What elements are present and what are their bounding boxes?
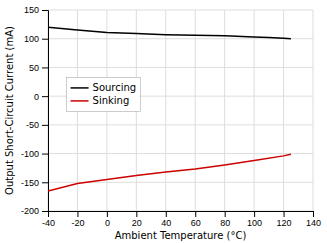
x-tick-label: 20	[132, 218, 142, 228]
grid-line	[48, 153, 313, 154]
y-tick-mark	[42, 67, 48, 68]
y-tick: 50	[29, 63, 48, 73]
x-tick: -20	[71, 211, 84, 228]
grid-line	[48, 124, 313, 125]
y-tick: -200	[21, 206, 48, 216]
x-tick: 140	[306, 211, 321, 228]
x-tick-mark	[107, 211, 108, 217]
x-tick: 40	[161, 211, 171, 228]
y-tick-label: -150	[21, 178, 39, 188]
x-tick-mark	[225, 211, 226, 217]
y-tick-label: -50	[26, 120, 39, 130]
x-tick: 20	[132, 211, 142, 228]
y-tick-mark	[42, 154, 48, 155]
series-line	[48, 27, 291, 38]
x-axis-line	[49, 212, 314, 218]
x-tick: 0	[105, 211, 110, 228]
series-line	[48, 154, 291, 191]
x-tick-label: -40	[42, 218, 55, 228]
x-tick: 120	[277, 211, 292, 228]
x-tick: 60	[191, 211, 201, 228]
grid-line	[313, 10, 314, 211]
grid	[48, 10, 313, 211]
x-tick: 80	[220, 211, 230, 228]
x-tick-label: 100	[247, 218, 262, 228]
x-axis-title: Ambient Temperature (°C)	[115, 230, 247, 241]
y-tick: 100	[24, 34, 48, 44]
y-axis-line	[42, 11, 49, 212]
y-tick-mark	[42, 211, 48, 212]
y-tick-mark	[42, 96, 48, 97]
y-tick: -100	[21, 149, 48, 159]
chart: -40-20020406080100120140-200-150-100-500…	[0, 0, 327, 243]
y-tick: -150	[21, 178, 48, 188]
x-tick-mark	[166, 211, 167, 217]
x-tick: 100	[247, 211, 262, 228]
grid-line	[195, 10, 196, 211]
x-tick-mark	[195, 211, 196, 217]
grid-line	[165, 10, 166, 211]
x-tick-label: 140	[306, 218, 321, 228]
plot: -40-20020406080100120140-200-150-100-500…	[21, 5, 321, 228]
legend-swatch	[71, 87, 89, 89]
x-tick: -40	[42, 211, 55, 228]
x-tick-mark	[136, 211, 137, 217]
x-tick-label: 80	[220, 218, 230, 228]
y-tick: -50	[26, 120, 48, 130]
y-tick-label: -100	[21, 149, 39, 159]
x-tick-label: 0	[105, 218, 110, 228]
x-axis: -40 -20 0 20 40 60 80 100 120 140	[42, 211, 321, 228]
x-tick-mark	[284, 211, 285, 217]
grid-line	[283, 10, 284, 211]
y-tick-label: 100	[24, 34, 39, 44]
grid-line	[48, 10, 313, 11]
grid-line	[48, 67, 313, 68]
lines	[48, 27, 291, 191]
y-axis: -200 -150 -100 -50 0 50 100 150	[21, 5, 49, 216]
y-tick-mark	[42, 182, 48, 183]
x-tick-mark	[77, 211, 78, 217]
x-tick-label: 40	[161, 218, 171, 228]
legend: Sourcing Sinking	[67, 77, 141, 111]
y-tick-mark	[42, 125, 48, 126]
y-tick-label: 50	[29, 63, 39, 73]
x-tick-mark	[254, 211, 255, 217]
x-tick-mark	[313, 211, 314, 217]
x-tick-label: 120	[277, 218, 292, 228]
y-tick-mark	[42, 39, 48, 40]
x-tick-label: 60	[191, 218, 201, 228]
y-tick-label: -200	[21, 206, 39, 216]
x-tick-label: -20	[71, 218, 84, 228]
y-tick-mark	[42, 10, 48, 11]
y-tick: 150	[24, 5, 48, 15]
legend-label: Sourcing	[93, 82, 137, 93]
legend-box	[67, 77, 141, 111]
y-tick-label: 0	[34, 92, 39, 102]
grid-line	[254, 10, 255, 211]
legend-swatch	[71, 100, 89, 102]
y-tick-label: 150	[24, 5, 39, 15]
y-tick: 0	[34, 92, 48, 102]
y-axis-title: Output Short-Circuit Current (mA)	[4, 26, 15, 195]
legend-label: Sinking	[93, 95, 130, 106]
grid-line	[224, 10, 225, 211]
